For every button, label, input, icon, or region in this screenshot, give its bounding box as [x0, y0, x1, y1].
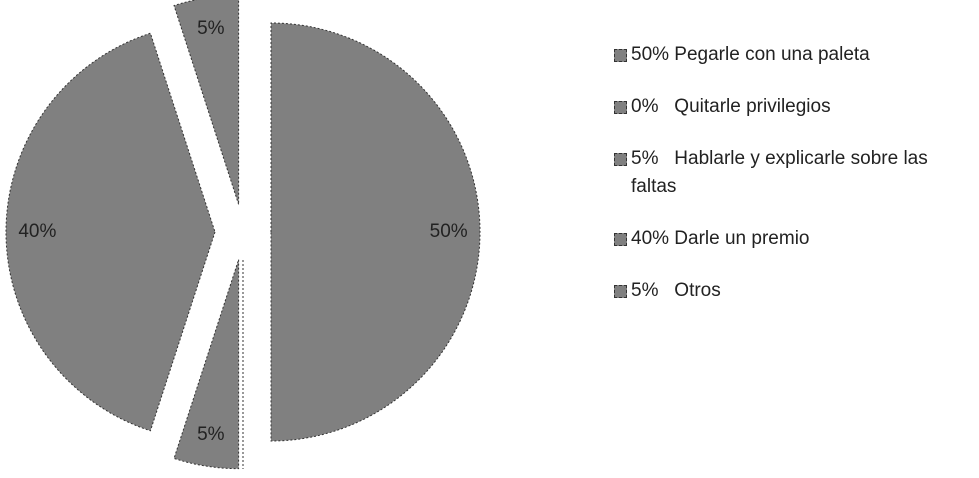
legend-label: 40% Darle un premio — [631, 228, 810, 249]
legend-label: 0% Quitarle privilegios — [631, 96, 831, 117]
legend-label: 5% Hablarle y explicarle sobre las falta… — [631, 148, 934, 197]
legend-swatch — [614, 153, 627, 166]
data-label: 5% — [197, 18, 225, 39]
data-label: 40% — [18, 221, 56, 242]
data-label: 50% — [430, 221, 468, 242]
legend-item: 50% Pegarle con una paleta — [614, 41, 976, 69]
legend-swatch — [614, 285, 627, 298]
legend-label: 5% Otros — [631, 280, 721, 301]
legend-swatch — [614, 101, 627, 114]
pie-slice — [173, 0, 240, 205]
legend-label: 50% Pegarle con una paleta — [631, 44, 870, 65]
legend-item: 40% Darle un premio — [614, 225, 976, 253]
pie-slice — [173, 259, 240, 470]
legend-item: 0% Quitarle privilegios — [614, 93, 976, 121]
pie-slice — [5, 32, 216, 432]
pie-chart: 50%0%5%40%5% — [5, 0, 481, 470]
legend-swatch — [614, 233, 627, 246]
legend-swatch — [614, 49, 627, 62]
pie-slice — [270, 22, 481, 442]
legend-item: 5% Otros — [614, 277, 976, 305]
data-label: 5% — [197, 424, 225, 445]
legend: 50% Pegarle con una paleta 0% Quitarle pr… — [614, 41, 976, 329]
legend-item: 5% Hablarle y explicarle sobre las falta… — [614, 145, 976, 201]
